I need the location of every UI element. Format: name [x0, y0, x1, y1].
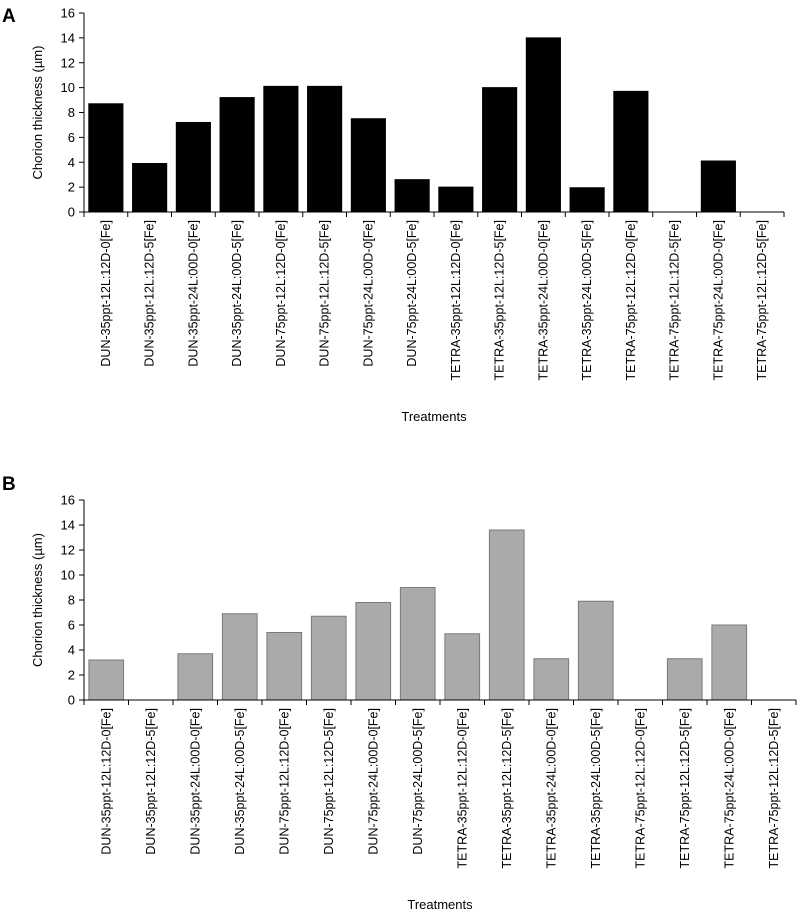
x-tick-label: TETRA-75ppt-24L:00D-0[Fe] — [711, 220, 725, 381]
x-tick-label: TETRA-35ppt-24L:00D-0[Fe] — [536, 220, 550, 381]
bar-12 — [577, 600, 614, 701]
x-tick-label: TETRA-35ppt-12L:12D-0[Fe] — [455, 708, 469, 869]
y-tick-label: 0 — [68, 693, 75, 708]
bar-4 — [219, 97, 255, 213]
bar-15 — [700, 160, 736, 213]
y-tick-label: 10 — [61, 568, 75, 583]
bar-5 — [266, 632, 303, 701]
y-tick-label: 10 — [61, 80, 75, 95]
x-tick-label: TETRA-35ppt-24L:00D-5[Fe] — [580, 220, 594, 381]
x-tick-label: DUN-75ppt-12L:12D-0[Fe] — [274, 220, 288, 367]
bar-11 — [525, 37, 561, 213]
y-tick-label: 16 — [61, 493, 75, 508]
x-tick-label: TETRA-35ppt-24L:00D-5[Fe] — [589, 708, 603, 869]
chart-panel-a: A 0 2 4 6 8 10 12 14 16 DUN-35ppt-12L:12D-0[Fe] DUN… — [2, 6, 785, 424]
bar-9 — [444, 633, 481, 701]
y-tick-label: 4 — [68, 643, 75, 658]
x-tick-label: DUN-75ppt-24L:00D-5[Fe] — [405, 220, 419, 367]
x-tick-label: DUN-35ppt-12L:12D-0[Fe] — [99, 220, 113, 367]
x-tick-label: DUN-35ppt-24L:00D-5[Fe] — [230, 220, 244, 367]
x-tick-label: TETRA-75ppt-12L:12D-5[Fe] — [678, 708, 692, 869]
y-tick-label: 4 — [68, 155, 75, 170]
y-tick-label: 2 — [68, 180, 75, 195]
x-tick-label: TETRA-75ppt-12L:12D-5[Fe] — [767, 708, 781, 869]
bar-1 — [88, 659, 125, 701]
x-tick-label: DUN-75ppt-12L:12D-5[Fe] — [322, 708, 336, 855]
x-tick-label: TETRA-75ppt-12L:12D-5[Fe] — [755, 220, 769, 381]
bar-5 — [263, 85, 299, 213]
x-tick-label: TETRA-75ppt-24L:00D-0[Fe] — [722, 708, 736, 869]
x-tick-label: DUN-35ppt-12L:12D-5[Fe] — [144, 708, 158, 855]
y-tick-label: 8 — [68, 105, 75, 120]
x-tick-label: DUN-35ppt-12L:12D-5[Fe] — [143, 220, 157, 367]
bar-15 — [711, 624, 748, 701]
bar-3 — [175, 121, 211, 213]
x-tick-label: TETRA-75ppt-12L:12D-0[Fe] — [624, 220, 638, 381]
bar-6 — [307, 85, 343, 213]
bar-14 — [666, 658, 703, 701]
y-axis-title: Chorion thickness (µm) — [30, 533, 45, 667]
bar-8 — [399, 587, 436, 701]
y-tick-label: 8 — [68, 593, 75, 608]
x-tick-label: TETRA-75ppt-12L:12D-0[Fe] — [633, 708, 647, 869]
bar-7 — [350, 118, 386, 213]
x-tick-label: DUN-75ppt-24L:00D-0[Fe] — [361, 220, 375, 367]
y-tick-label: 12 — [61, 55, 75, 70]
y-tick-label: 14 — [61, 30, 75, 45]
bar-9 — [438, 186, 474, 213]
bar-11 — [533, 658, 570, 701]
y-tick-label: 6 — [68, 130, 75, 145]
x-axis-title: Treatments — [407, 897, 473, 911]
x-tick-label: TETRA-35ppt-12L:12D-5[Fe] — [500, 708, 514, 869]
x-tick-label: DUN-35ppt-12L:12D-0[Fe] — [99, 708, 113, 855]
y-tick-label: 2 — [68, 668, 75, 683]
bar-10 — [482, 87, 518, 213]
panel-letter: B — [2, 474, 16, 495]
bar-13 — [613, 90, 649, 213]
y-tick-label: 12 — [61, 543, 75, 558]
bar-8 — [394, 179, 430, 213]
bar-12 — [569, 187, 605, 213]
y-axis-title: Chorion thickness (µm) — [30, 46, 45, 180]
x-tick-label: TETRA-35ppt-12L:12D-0[Fe] — [449, 220, 463, 381]
bar-3 — [177, 653, 214, 701]
y-tick-label: 0 — [68, 205, 75, 220]
bar-4 — [221, 613, 258, 701]
chart-panel-b: B 0 2 4 6 8 10 12 14 16 DUN-35ppt-12L:12D-0[Fe] DUN… — [2, 474, 797, 911]
x-tick-label: DUN-75ppt-12L:12D-0[Fe] — [277, 708, 291, 855]
x-tick-label: DUN-35ppt-24L:00D-0[Fe] — [188, 708, 202, 855]
panel-letter: A — [2, 6, 16, 27]
bar-7 — [355, 602, 392, 701]
bar-1 — [88, 103, 124, 213]
x-tick-label: TETRA-35ppt-12L:12D-5[Fe] — [493, 220, 507, 381]
bar-10 — [488, 529, 525, 701]
y-tick-label: 6 — [68, 618, 75, 633]
y-tick-label: 14 — [61, 518, 75, 533]
bar-2 — [132, 162, 168, 213]
x-tick-label: DUN-75ppt-24L:00D-5[Fe] — [411, 708, 425, 855]
x-tick-label: DUN-75ppt-24L:00D-0[Fe] — [366, 708, 380, 855]
x-axis-title: Treatments — [401, 409, 467, 424]
x-tick-label: TETRA-75ppt-12L:12D-5[Fe] — [668, 220, 682, 381]
x-tick-label: DUN-35ppt-24L:00D-5[Fe] — [233, 708, 247, 855]
bar-6 — [310, 615, 347, 701]
x-tick-label: DUN-75ppt-12L:12D-5[Fe] — [318, 220, 332, 367]
x-tick-label: TETRA-35ppt-24L:00D-0[Fe] — [544, 708, 558, 869]
x-tick-label: DUN-35ppt-24L:00D-0[Fe] — [186, 220, 200, 367]
y-tick-label: 16 — [61, 6, 75, 21]
